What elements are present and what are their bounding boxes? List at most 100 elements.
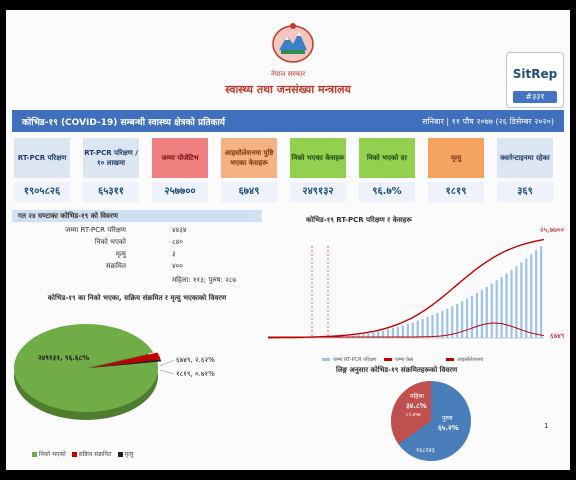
line-bar bbox=[500, 276, 503, 338]
indicator-label: आइसोलेशनमा पुष्टि भएका केसहरू bbox=[221, 138, 277, 178]
sitrep-label: SitRep bbox=[512, 67, 558, 81]
indicator-card: जम्मा पोजेटिभ २५७७०० bbox=[152, 138, 208, 206]
indicator-label: क्वारेन्टाइनमा रहेका bbox=[497, 138, 553, 178]
pie2-female-count: ८९,४५७ bbox=[406, 412, 421, 418]
report-date: सनिबार | ११ पौष २०७७ (२६ डिसेम्बर २०२०) bbox=[422, 117, 554, 126]
page-number: 1 bbox=[544, 422, 549, 430]
indicator-label: जम्मा पोजेटिभ bbox=[152, 138, 208, 178]
line-legend-label: आइसोलेशनमा bbox=[457, 356, 484, 363]
line-bar bbox=[461, 301, 464, 338]
indicator-card: आइसोलेशनमा पुष्टि भएका केसहरू ६७४९ bbox=[221, 138, 277, 206]
line-bar bbox=[401, 325, 404, 338]
legend-label: सक्रिय संक्रमित bbox=[78, 451, 112, 458]
line-legend-swatch bbox=[322, 358, 330, 361]
line-bar bbox=[465, 298, 469, 338]
line-end-label-iso: ६७४९ bbox=[550, 332, 565, 340]
indicator-value: ६५३११ bbox=[83, 182, 139, 202]
line-isolation bbox=[268, 322, 545, 338]
indicator-card: निको भएका केसहरू २४९१३२ bbox=[290, 138, 346, 206]
indicator-value: १८१९ bbox=[428, 182, 484, 202]
last24-title: गत २४ घण्टाका कोभिड-१९ को विवरण bbox=[12, 210, 262, 222]
indicator-label: RT-PCR परिक्षण bbox=[14, 138, 70, 178]
pie1-slice bbox=[90, 359, 162, 368]
pie1-title: कोभिड-१९ का निको भएका, सक्रिय संक्रमित र… bbox=[47, 294, 227, 302]
indicator-card: निको भएको दर ९६.७% bbox=[359, 138, 415, 206]
line-bar bbox=[426, 317, 429, 338]
legend-swatch bbox=[71, 452, 77, 457]
line-bar bbox=[396, 326, 400, 338]
indicator-value: १९०५८२६ bbox=[14, 182, 70, 202]
tests-cases-line-chart: २५,७७०० ६७४९ जम्मा RT-PCR परिक्षण जम्मा केस… bbox=[267, 226, 565, 363]
sitrep-number: #३३१ bbox=[513, 91, 557, 103]
ministry-name: स्वास्थ्य तथा जनसंख्या मन्त्रालय bbox=[225, 83, 351, 96]
line-end-label-cases: २५,७७०० bbox=[540, 226, 564, 234]
indicator-label: RT-PCR परिक्षण /१० लाखमा bbox=[83, 138, 139, 178]
line-bar bbox=[382, 330, 385, 338]
last24-value: ८४० bbox=[172, 238, 183, 246]
line-bar bbox=[470, 295, 474, 338]
line-bar bbox=[451, 306, 454, 338]
line-chart-title: कोभिड-१९ RT-PCR परिक्षण र केसहरू bbox=[306, 216, 412, 224]
indicator-value: ३६९ bbox=[497, 182, 553, 202]
pie1-label-recovered: २४९१३२, ९६.६८% bbox=[38, 354, 89, 362]
line-bar bbox=[540, 246, 543, 338]
last24-row: जम्मा RT-PCR परिक्षण ४४३४ bbox=[12, 224, 256, 236]
legend-label: निको भएको bbox=[39, 451, 66, 458]
pie2-male-pct: ६५.२% bbox=[438, 424, 459, 432]
line-bar bbox=[475, 292, 479, 338]
outcome-pie-chart: २४९१३२, ९६.६८% ६७४९, २.६२% १८१९, ०.७१% bbox=[13, 324, 215, 420]
pie2-female-label: महिला bbox=[410, 392, 424, 400]
line-bar bbox=[515, 266, 518, 338]
line-bar bbox=[357, 334, 360, 338]
title-bar: कोभिड-१९ (COVID-19) सम्बन्धी स्वास्थ्य क… bbox=[12, 110, 564, 132]
line-bar bbox=[480, 289, 483, 338]
line-legend-label: जम्मा केस bbox=[395, 356, 414, 363]
last24-value: ४४३४ bbox=[172, 226, 187, 234]
line-bar bbox=[446, 308, 449, 338]
line-bar bbox=[456, 303, 459, 338]
last24-key: जम्मा RT-PCR परिक्षण bbox=[65, 226, 126, 234]
pie1-label-deaths: १८१९, ०.७१% bbox=[176, 370, 215, 378]
indicator-label: निको भएका केसहरू bbox=[290, 138, 346, 178]
line-bar bbox=[431, 315, 434, 338]
pie1-legend: निको भएको सक्रिय संक्रमित मृत्यु bbox=[26, 450, 133, 458]
indicator-label: निको भएको दर bbox=[359, 138, 415, 178]
indicator-value: २५७७०० bbox=[152, 182, 208, 202]
line-bar bbox=[490, 283, 493, 338]
line-bar bbox=[337, 337, 340, 338]
line-bar bbox=[367, 333, 370, 338]
last24-row: संक्रमित ४०० bbox=[12, 260, 256, 272]
last24-key: मृत्यु bbox=[115, 250, 126, 258]
pie1-slice bbox=[13, 324, 158, 412]
indicator-card: मृत्यु १८१९ bbox=[428, 138, 484, 206]
last24-row: मृत्यु ३ bbox=[12, 248, 256, 260]
line-bar bbox=[411, 322, 414, 338]
pie1-leader-deaths bbox=[159, 369, 175, 375]
line-legend-swatch bbox=[446, 358, 454, 361]
line-bar bbox=[485, 286, 488, 338]
last24-gender-note: महिला: ११३; पुरुष: २८७ bbox=[172, 276, 237, 284]
last24-value: ३ bbox=[172, 250, 176, 258]
pie1-slice bbox=[90, 352, 161, 368]
line-bar bbox=[530, 254, 533, 338]
indicator-label: मृत्यु bbox=[428, 138, 484, 178]
line-bar bbox=[495, 280, 498, 338]
line-bar bbox=[505, 273, 508, 338]
line-bar bbox=[436, 312, 439, 338]
line-bar bbox=[386, 329, 390, 338]
last24-key: संक्रमित bbox=[105, 262, 126, 270]
line-bar bbox=[372, 332, 375, 338]
pie2-male-label: पुरुष bbox=[442, 415, 453, 422]
last24-key: निको भएको bbox=[94, 238, 126, 246]
line-bar bbox=[332, 337, 335, 338]
indicator-card: RT-PCR परिक्षण /१० लाखमा ६५३११ bbox=[83, 138, 139, 206]
line-legend-swatch bbox=[384, 358, 392, 361]
legend-swatch bbox=[32, 452, 37, 457]
line-bar bbox=[377, 331, 380, 338]
indicator-value: ९६.७% bbox=[359, 182, 415, 202]
pie2-male-count: १६८२४३ bbox=[416, 447, 435, 454]
line-bar bbox=[535, 250, 538, 338]
sitrep-sheet: नेपाल सरकार स्वास्थ्य तथा जनसंख्या मन्त्… bbox=[6, 10, 570, 470]
legend-label: मृत्यु bbox=[124, 451, 134, 458]
